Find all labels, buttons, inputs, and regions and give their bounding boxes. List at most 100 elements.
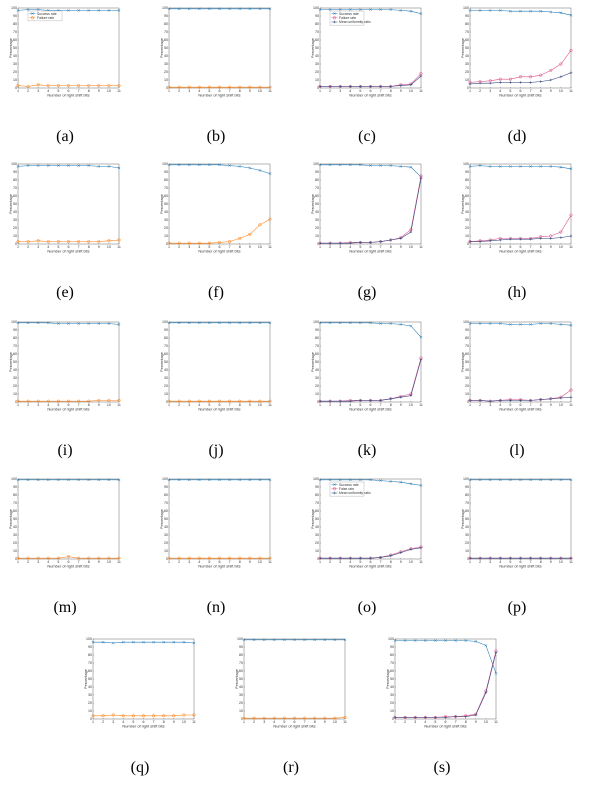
x-tick-label: 10 xyxy=(258,89,262,93)
series-false xyxy=(468,48,573,84)
x-tick-label: 4 xyxy=(198,89,200,93)
data-point xyxy=(167,163,171,167)
data-point xyxy=(177,7,181,11)
x-tick-label: 2 xyxy=(27,403,29,407)
y-axis-label: Percentage xyxy=(310,509,315,529)
plot-area xyxy=(243,638,346,720)
series-mean xyxy=(468,556,573,560)
x-tick-label: 8 xyxy=(540,403,542,407)
x-axis-label: Number of right shift bits xyxy=(499,249,541,254)
data-point xyxy=(519,9,522,13)
x-tick-label: 5 xyxy=(509,403,511,407)
y-tick-label: 70 xyxy=(13,30,17,34)
panel-caption-d: (d) xyxy=(507,128,527,145)
y-tick-label: 10 xyxy=(164,549,168,553)
x-tick-label: 10 xyxy=(409,403,413,407)
x-tick-label: 3 xyxy=(489,403,491,407)
data-point xyxy=(56,240,60,244)
data-point xyxy=(97,9,101,12)
y-tick-label: 70 xyxy=(465,30,469,34)
data-point xyxy=(468,240,472,243)
x-tick-label: 11 xyxy=(569,560,573,564)
x-axis-label: Number of right shift bits xyxy=(349,93,391,98)
data-point xyxy=(177,321,181,325)
x-tick-label: 4 xyxy=(499,560,501,564)
data-point xyxy=(478,399,482,402)
y-tick-label: 10 xyxy=(13,78,17,82)
x-axis-label: Number of right shift bits xyxy=(198,93,240,98)
x-tick-label: 1 xyxy=(243,720,245,724)
data-point xyxy=(117,238,121,242)
data-point xyxy=(529,478,532,482)
x-tick-label: 6 xyxy=(370,560,372,564)
series-line xyxy=(244,717,346,719)
data-point xyxy=(569,167,573,171)
data-point xyxy=(413,639,417,642)
y-tick-label: 20 xyxy=(239,701,243,705)
y-tick-label: 30 xyxy=(13,533,17,537)
x-tick-label: 11 xyxy=(268,89,272,93)
x-tick-label: 1 xyxy=(319,89,321,93)
data-point xyxy=(318,556,322,560)
data-point xyxy=(238,236,242,240)
data-point xyxy=(208,163,211,167)
data-point xyxy=(268,7,272,11)
x-tick-label: 1 xyxy=(168,403,170,407)
x-tick-label: 6 xyxy=(219,403,221,407)
data-point xyxy=(187,7,191,11)
series-mean xyxy=(318,177,423,245)
y-tick-label: 70 xyxy=(390,661,394,665)
data-point xyxy=(238,556,242,560)
y-tick-label: 70 xyxy=(13,501,17,505)
data-point xyxy=(26,8,30,11)
y-tick-label: 50 xyxy=(315,46,319,50)
series-success-rate xyxy=(318,8,423,15)
data-point xyxy=(187,163,191,167)
data-point xyxy=(97,556,101,560)
x-tick-label: 5 xyxy=(509,245,511,249)
data-point xyxy=(478,322,482,325)
x-tick-label: 5 xyxy=(57,245,59,249)
y-tick-label: 30 xyxy=(13,62,17,66)
data-point xyxy=(56,399,60,403)
data-point xyxy=(272,638,276,642)
data-point xyxy=(478,240,482,243)
data-point xyxy=(549,68,553,72)
data-point xyxy=(389,238,392,242)
data-point xyxy=(26,84,30,88)
x-tick-label: 9 xyxy=(550,245,552,249)
y-tick-label: 70 xyxy=(13,186,17,190)
plot-area xyxy=(17,321,120,403)
data-point xyxy=(107,478,111,482)
y-tick-label: 80 xyxy=(13,178,17,182)
x-tick-label: 9 xyxy=(249,560,251,564)
y-tick-label: 60 xyxy=(13,194,17,198)
x-tick-label: 4 xyxy=(198,403,200,407)
x-tick-label: 11 xyxy=(569,89,573,93)
y-tick-label: 90 xyxy=(315,14,319,18)
data-point xyxy=(559,230,563,234)
data-point xyxy=(379,240,382,243)
y-tick-label: 80 xyxy=(465,22,469,26)
x-tick-label: 1 xyxy=(469,403,471,407)
data-point xyxy=(217,399,222,403)
y-axis-label: Percentage xyxy=(8,352,13,372)
data-point xyxy=(167,85,171,89)
y-tick-label: 80 xyxy=(13,22,17,26)
data-point xyxy=(318,85,322,88)
data-point xyxy=(399,237,403,240)
x-tick-label: 8 xyxy=(390,89,392,93)
data-point xyxy=(549,165,553,168)
data-point xyxy=(389,480,393,483)
data-point xyxy=(419,546,423,550)
data-point xyxy=(539,80,542,83)
data-point xyxy=(529,165,532,168)
data-point xyxy=(107,165,111,168)
data-point xyxy=(468,399,472,402)
y-tick-label: 50 xyxy=(390,677,394,681)
y-tick-label: 30 xyxy=(315,218,319,222)
data-point xyxy=(192,641,196,645)
data-point xyxy=(498,9,502,12)
legend-marker xyxy=(332,487,337,491)
y-tick-label: 60 xyxy=(465,194,469,198)
